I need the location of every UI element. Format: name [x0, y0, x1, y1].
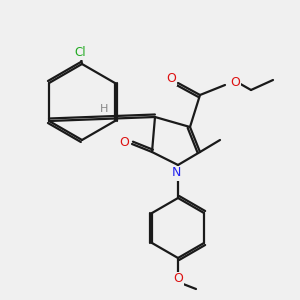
Text: O: O	[166, 71, 176, 85]
Text: O: O	[173, 272, 183, 286]
Text: O: O	[230, 76, 240, 88]
Text: Cl: Cl	[74, 46, 86, 59]
Text: O: O	[119, 136, 129, 149]
Text: N: N	[171, 167, 181, 179]
Text: H: H	[100, 104, 108, 114]
